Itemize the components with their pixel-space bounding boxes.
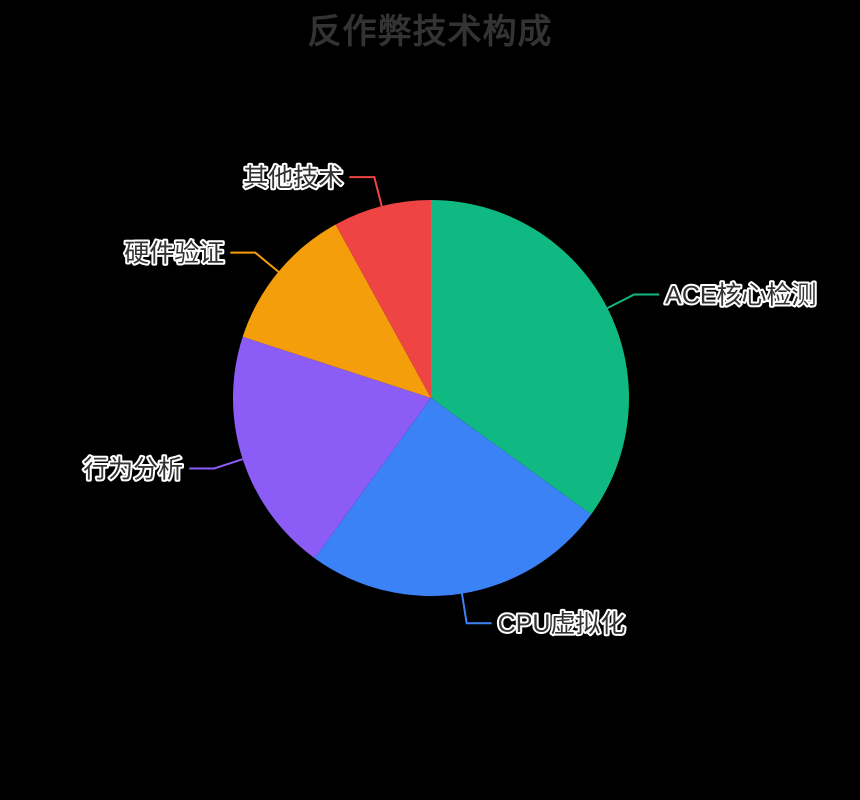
label-line-1 [460,593,492,625]
label-line-3 [230,251,280,273]
pie-slice-0[interactable] [431,200,630,515]
pie-label-3: 硬件验证 [124,240,224,268]
label-line-0 [606,293,660,310]
pie-label-4: 其他技术 [243,164,343,192]
pie-slice-1[interactable] [314,398,592,597]
chart-title: 反作弊技术构成 [307,13,553,51]
pie-label-2: 行为分析 [83,455,183,483]
pie-slice-3[interactable] [242,224,431,398]
pie-label-1: CPU虚拟化 [498,610,626,638]
pie-slice-4[interactable] [335,199,431,398]
label-line-2 [189,458,243,470]
pie-slice-2[interactable] [232,336,431,559]
pie-label-0: ACE核心检测 [665,281,816,309]
label-line-4 [349,176,383,207]
